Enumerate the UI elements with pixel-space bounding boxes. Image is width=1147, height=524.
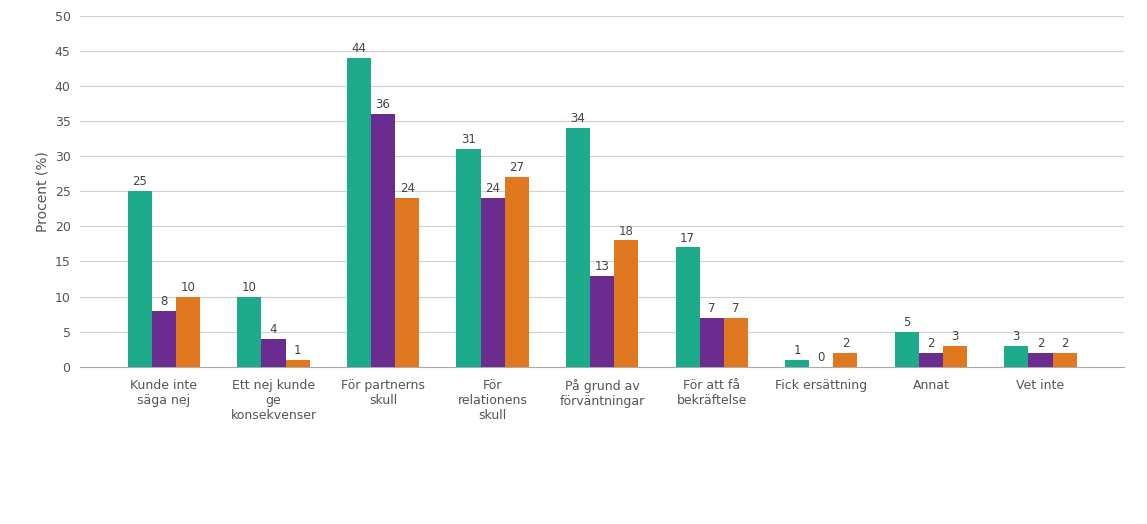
Bar <box>481 198 505 367</box>
Bar <box>724 318 748 367</box>
Text: 8: 8 <box>161 295 167 308</box>
Bar <box>370 114 395 367</box>
Bar <box>565 128 590 367</box>
Text: 2: 2 <box>1061 337 1068 350</box>
Text: 24: 24 <box>399 182 414 195</box>
Bar <box>151 311 175 367</box>
Text: 7: 7 <box>732 302 740 315</box>
Bar <box>919 353 943 367</box>
Text: 4: 4 <box>270 323 278 336</box>
Bar <box>505 177 529 367</box>
Bar <box>175 297 200 367</box>
Bar <box>615 241 639 367</box>
Bar <box>1005 346 1029 367</box>
Bar <box>237 297 262 367</box>
Bar <box>700 318 724 367</box>
Text: 2: 2 <box>927 337 935 350</box>
Bar <box>346 58 370 367</box>
Bar <box>676 247 700 367</box>
Text: 44: 44 <box>351 42 366 55</box>
Text: 2: 2 <box>842 337 849 350</box>
Bar <box>127 191 151 367</box>
Text: 1: 1 <box>794 344 801 357</box>
Text: 36: 36 <box>375 98 390 111</box>
Text: 0: 0 <box>818 351 825 364</box>
Bar <box>286 360 310 367</box>
Text: 5: 5 <box>903 316 911 329</box>
Bar <box>590 276 615 367</box>
Text: 34: 34 <box>570 112 585 125</box>
Text: 10: 10 <box>180 281 195 294</box>
Bar <box>834 353 858 367</box>
Bar <box>895 332 919 367</box>
Text: 3: 3 <box>951 330 959 343</box>
Bar <box>457 149 481 367</box>
Bar <box>1029 353 1053 367</box>
Text: 2: 2 <box>1037 337 1044 350</box>
Text: 24: 24 <box>485 182 500 195</box>
Text: 7: 7 <box>708 302 716 315</box>
Text: 31: 31 <box>461 133 476 146</box>
Text: 13: 13 <box>595 260 609 272</box>
Bar <box>262 339 286 367</box>
Text: 17: 17 <box>680 232 695 245</box>
Text: 1: 1 <box>294 344 302 357</box>
Bar <box>786 360 810 367</box>
Text: 18: 18 <box>619 225 634 237</box>
Y-axis label: Procent (%): Procent (%) <box>36 151 49 232</box>
Text: 25: 25 <box>132 176 147 189</box>
Text: 3: 3 <box>1013 330 1020 343</box>
Text: 10: 10 <box>242 281 257 294</box>
Bar <box>395 198 419 367</box>
Bar <box>943 346 967 367</box>
Bar <box>1053 353 1077 367</box>
Text: 27: 27 <box>509 161 524 174</box>
